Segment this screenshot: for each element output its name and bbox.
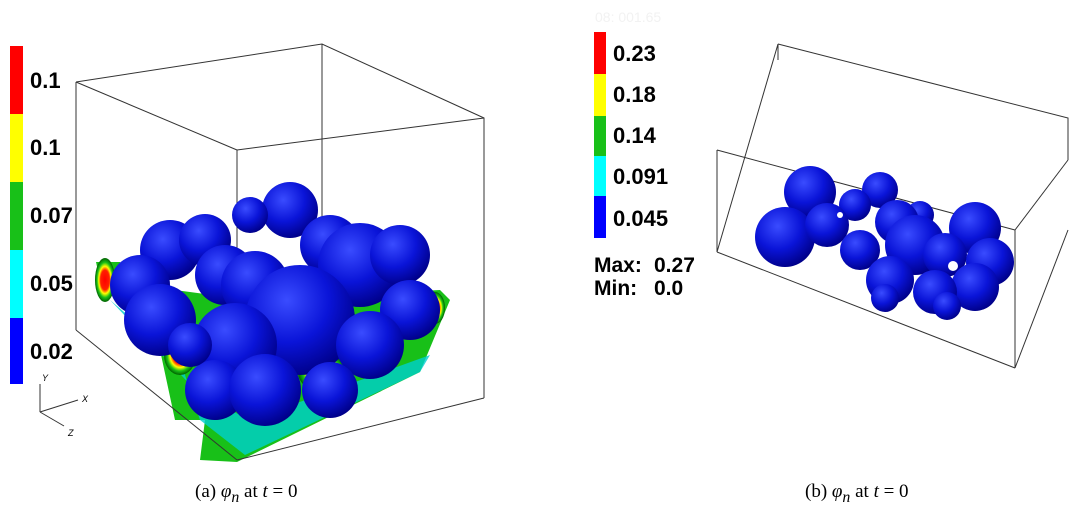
min-value: 0.0 xyxy=(654,277,683,300)
bounding-box-a-front xyxy=(75,329,485,461)
colorbar-a-swatch-1 xyxy=(10,114,23,182)
axes-triad-a: Y X Z xyxy=(39,373,89,438)
caption-b-mid: at xyxy=(855,481,869,502)
colorbar-b-swatch-3 xyxy=(594,156,606,196)
panel-a: 0.1 0.1 0.07 0.05 0.02 xyxy=(0,0,535,506)
panel-b: 08: 001.65 0.23 0.18 0.14 0.091 0.045 Ma… xyxy=(535,0,1070,506)
colorbar-b-label-3: 0.091 xyxy=(613,164,668,189)
panel-a-figure: 0.1 0.1 0.07 0.05 0.02 xyxy=(10,43,485,462)
sphere-cluster-b xyxy=(755,166,1014,320)
caption-a-eq: = 0 xyxy=(272,481,298,502)
colorbar-b-swatch-2 xyxy=(594,116,606,156)
caption-b-var: t xyxy=(873,481,879,502)
caption-a-label: (a) xyxy=(195,481,217,502)
colorbar-b-label-0: 0.23 xyxy=(613,41,656,66)
colorbar-a-label-2: 0.07 xyxy=(30,203,73,228)
colorbar-a-label-4: 0.02 xyxy=(30,339,73,364)
sphere-gaps-b xyxy=(837,212,958,271)
caption-b-subscript: n xyxy=(842,488,851,506)
max-value: 0.27 xyxy=(654,254,695,277)
colorbar-a-swatch-3 xyxy=(10,250,23,318)
colorbar-b-swatch-1 xyxy=(594,74,606,116)
faint-timestamp: 08: 001.65 xyxy=(595,9,661,25)
caption-b-label: (b) xyxy=(805,481,828,502)
axis-x-label: X xyxy=(81,394,89,404)
axis-y-label: Y xyxy=(42,373,49,383)
colorbar-a-swatch-2 xyxy=(10,182,23,250)
caption-b-symbol: φ xyxy=(831,481,843,502)
max-label: Max: xyxy=(594,254,642,277)
caption-a-subscript: n xyxy=(231,488,240,506)
colorbar-b-swatch-0 xyxy=(594,32,606,74)
caption-a-mid: at xyxy=(244,481,258,502)
axis-z-label: Z xyxy=(67,428,74,438)
colorbar-b-label-1: 0.18 xyxy=(613,82,656,107)
min-label: Min: xyxy=(594,277,637,300)
panel-b-figure: 08: 001.65 0.23 0.18 0.14 0.091 0.045 Ma… xyxy=(594,9,1069,369)
colorbar-b-swatch-4 xyxy=(594,196,606,238)
colorbar-b-label-2: 0.14 xyxy=(613,123,657,148)
colorbar-a-swatch-0 xyxy=(10,46,23,114)
caption-b: (b) φn at t = 0 xyxy=(805,481,909,507)
colorbar-a-label-0: 0.1 xyxy=(30,68,61,93)
sphere-cluster-a xyxy=(110,182,440,426)
colorbar-b-label-4: 0.045 xyxy=(613,206,668,231)
caption-a: (a) φn at t = 0 xyxy=(195,481,298,507)
colorbar-a-label-3: 0.05 xyxy=(30,271,73,296)
caption-b-eq: = 0 xyxy=(883,481,909,502)
colorbar-a-label-1: 0.1 xyxy=(30,135,61,160)
colorbar-b: 0.23 0.18 0.14 0.091 0.045 xyxy=(594,32,668,238)
caption-a-var: t xyxy=(262,481,268,502)
colorbar-a-swatch-4 xyxy=(10,318,23,384)
ring-a-0 xyxy=(95,258,115,302)
colorbar-a: 0.1 0.1 0.07 0.05 0.02 xyxy=(10,46,73,384)
caption-a-symbol: φ xyxy=(220,481,232,502)
